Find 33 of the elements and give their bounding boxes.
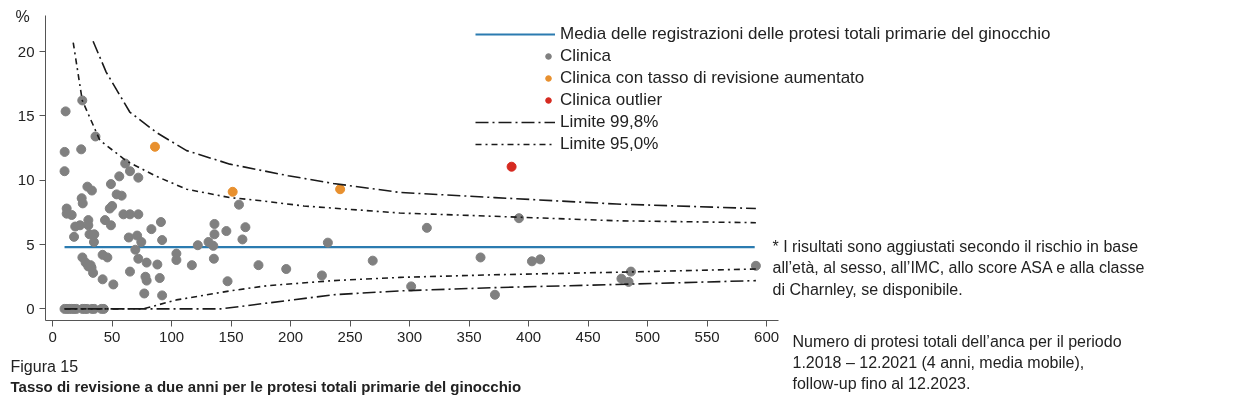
y-tick-label: 10 <box>17 171 35 189</box>
x-tick-label: 500 <box>635 327 661 345</box>
x-tick-label: 100 <box>159 327 185 345</box>
legend-label: Limite 99,8% <box>560 111 659 133</box>
y-tick-label: 20 <box>17 42 35 60</box>
y-axis-title: % <box>15 7 30 25</box>
x-tick-label: 0 <box>48 327 57 345</box>
point <box>335 184 346 195</box>
text: Tasso di revisione a due anni per le protesi totali primarie del ginocchio <box>10 377 522 395</box>
y-tick-label: 15 <box>17 106 35 124</box>
annotation: * I risultati sono aggiustati secondo il rischio in base all’età, al sesso, all’IMC, allo score ASA e alla classe di Charnley, se disponibile. <box>772 238 1145 298</box>
legend-label: Limite 95,0% <box>560 133 659 155</box>
x-tick-label: 150 <box>218 327 244 345</box>
text: Figura 15 <box>10 357 79 375</box>
point <box>506 161 517 172</box>
x-tick-label: 450 <box>575 327 601 345</box>
y-tick-label: 5 <box>26 235 35 253</box>
x-tick-label: 50 <box>103 327 121 345</box>
legend-label: Clinica outlier <box>560 89 663 111</box>
x-tick-label: 550 <box>694 327 720 345</box>
legend-label: Clinica <box>560 45 612 67</box>
x-axis-title: Numero di protesi totali dell’anca per il periodo 1.2018 – 12.2021 (4 anni, media mobile), follow-up fino al 12.2023. <box>792 332 1122 392</box>
point <box>149 141 160 152</box>
x-tick-label: 400 <box>516 327 542 345</box>
y-tick-label: 0 <box>26 299 35 317</box>
legend-label: Media delle registrazioni delle protesi totali primarie del ginocchio <box>560 23 1051 45</box>
x-tick-label: 200 <box>278 327 304 345</box>
x-tick-label: 350 <box>456 327 482 345</box>
x-tick-label: 250 <box>337 327 363 345</box>
x-tick-label: 300 <box>397 327 423 345</box>
point <box>227 186 238 197</box>
legend-label: Clinica con tasso di revisione aumentato <box>560 67 865 89</box>
x-tick-label: 600 <box>754 327 780 345</box>
